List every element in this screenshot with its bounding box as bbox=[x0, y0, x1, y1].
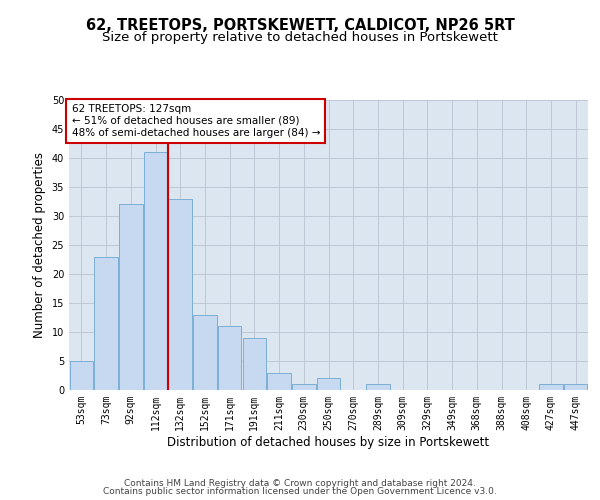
Bar bbox=[70, 361, 93, 390]
Bar bbox=[292, 384, 316, 390]
Bar bbox=[317, 378, 340, 390]
Bar bbox=[94, 256, 118, 390]
Text: Contains HM Land Registry data © Crown copyright and database right 2024.: Contains HM Land Registry data © Crown c… bbox=[124, 478, 476, 488]
Bar bbox=[268, 372, 291, 390]
Text: Size of property relative to detached houses in Portskewett: Size of property relative to detached ho… bbox=[102, 31, 498, 44]
Text: 62 TREETOPS: 127sqm
← 51% of detached houses are smaller (89)
48% of semi-detach: 62 TREETOPS: 127sqm ← 51% of detached ho… bbox=[71, 104, 320, 138]
X-axis label: Distribution of detached houses by size in Portskewett: Distribution of detached houses by size … bbox=[167, 436, 490, 448]
Bar bbox=[193, 314, 217, 390]
Bar bbox=[539, 384, 563, 390]
Text: 62, TREETOPS, PORTSKEWETT, CALDICOT, NP26 5RT: 62, TREETOPS, PORTSKEWETT, CALDICOT, NP2… bbox=[86, 18, 514, 32]
Bar bbox=[366, 384, 389, 390]
Bar bbox=[564, 384, 587, 390]
Y-axis label: Number of detached properties: Number of detached properties bbox=[33, 152, 46, 338]
Bar bbox=[242, 338, 266, 390]
Bar bbox=[169, 198, 192, 390]
Text: Contains public sector information licensed under the Open Government Licence v3: Contains public sector information licen… bbox=[103, 487, 497, 496]
Bar bbox=[144, 152, 167, 390]
Bar bbox=[119, 204, 143, 390]
Bar bbox=[218, 326, 241, 390]
